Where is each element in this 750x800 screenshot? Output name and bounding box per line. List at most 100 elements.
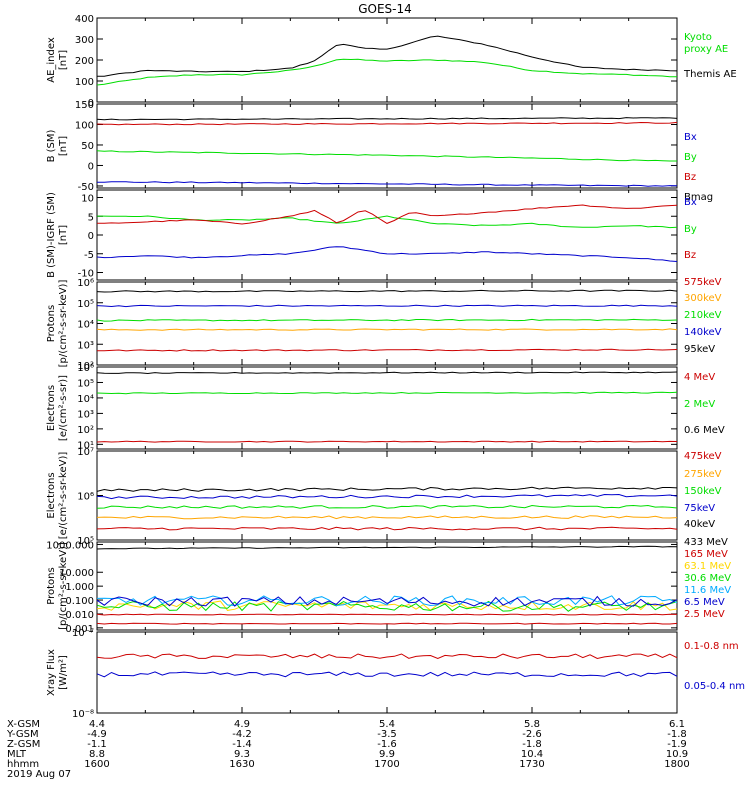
legend-label: 0.6 MeV	[684, 425, 725, 436]
series-line-bz	[96, 121, 678, 126]
y-tick-label: 10.000	[59, 568, 94, 579]
panel-7: 10⁻⁸ 10⁻⁷ Xray Flux [W/m²] 0.1-0.8 nm 0.05-0.…	[46, 628, 745, 720]
ephem-value: 4.9	[234, 719, 250, 730]
ephem-value: -4.9	[87, 729, 107, 740]
y-tick-label: 50	[81, 141, 94, 152]
ephem-value: 8.8	[89, 749, 105, 760]
y-axis-label: [nT]	[58, 50, 69, 70]
y-axis-label: [p/(cm²-s-sr-keV)]	[58, 542, 69, 630]
ephem-value: -1.9	[667, 739, 687, 750]
legend-label: By	[684, 224, 697, 235]
series-line-11-6-mev	[96, 595, 678, 607]
ephem-value: 1730	[519, 759, 544, 770]
legend-label: 95keV	[684, 344, 715, 355]
ephem-value: -1.8	[667, 729, 687, 740]
legend-label: 0.05-0.4 nm	[684, 681, 745, 692]
series-line-75kev	[96, 493, 678, 500]
y-tick-label: 300	[75, 35, 94, 46]
y-tick-label: 10⁶	[77, 492, 94, 503]
panel-frame	[96, 366, 678, 450]
y-axis-label: AE_index	[46, 37, 57, 83]
y-tick-label: 10⁵	[77, 378, 94, 389]
y-axis-label: [nT]	[58, 225, 69, 245]
panel-frame	[96, 189, 678, 281]
legend-label: 75keV	[684, 503, 715, 514]
series-line-0-6-mev	[96, 371, 678, 375]
panel-frame	[96, 17, 678, 103]
ephem-row-label: Y-GSM	[6, 729, 39, 740]
series-line-0-1-0-8-nm	[96, 653, 678, 660]
y-tick-label: -50	[78, 182, 94, 193]
legend-label: 30.6 MeV	[684, 573, 731, 584]
series-line-275kev	[96, 515, 678, 520]
ephem-value: -1.1	[87, 739, 107, 750]
y-tick-label: -10	[78, 269, 94, 280]
y-tick-label: 10⁷	[77, 447, 94, 458]
y-tick-label: 10⁶	[77, 363, 94, 374]
y-tick-label: 10³	[77, 409, 94, 420]
series-line-bz	[96, 204, 678, 225]
series-line-40kev	[96, 486, 678, 492]
legend-label: 475keV	[684, 451, 722, 462]
y-tick-label: 5	[88, 212, 94, 223]
legend-label: Bmag	[684, 192, 713, 203]
y-axis-label: Protons	[46, 567, 57, 604]
date-label: 2019 Aug 07	[7, 769, 71, 780]
ephem-row-label: hhmm	[7, 759, 39, 770]
y-axis-label: Protons	[46, 305, 57, 342]
legend-label: 210keV	[684, 310, 722, 321]
ephem-value: 10.9	[666, 749, 688, 760]
legend-label: 433 MeV	[684, 537, 728, 548]
legend-label: 2.5 MeV	[684, 609, 725, 620]
legend-label: By	[684, 152, 697, 163]
panel-frame	[96, 103, 678, 189]
legend-label: Bz	[684, 172, 696, 183]
series-line-by	[96, 150, 677, 162]
y-axis-label: [e/(cm²-s-sr)]	[58, 375, 69, 441]
y-axis-label: [e/(cm²-s-sr-keV)]	[58, 452, 69, 540]
y-tick-label: 0	[88, 231, 94, 242]
y-tick-label: 200	[75, 56, 94, 67]
y-tick-label: 150	[75, 100, 94, 111]
y-axis-label: [nT]	[58, 136, 69, 156]
legend-label: 63.1 MeV	[684, 561, 731, 572]
y-axis-label: [p/(cm²-s-sr-keV)]	[58, 280, 69, 368]
ephem-value: 6.1	[669, 719, 685, 730]
legend-label: 40keV	[684, 519, 715, 530]
chart-title: GOES-14	[358, 2, 412, 16]
series-line-140kev	[96, 304, 678, 308]
y-tick-label: 0.100	[65, 596, 94, 607]
y-tick-label: 0.001	[65, 624, 94, 635]
ephem-value: 1700	[374, 759, 399, 770]
legend-label: 6.5 MeV	[684, 597, 725, 608]
ephem-value: -1.4	[232, 739, 252, 750]
y-tick-label: 10⁵	[77, 536, 94, 547]
series-line-300kev	[96, 328, 678, 331]
series-line-0-05-0-4-nm	[96, 671, 678, 678]
series-line-by	[97, 215, 678, 229]
legend-label: 2 MeV	[684, 399, 715, 410]
legend-label: 0.1-0.8 nm	[684, 641, 739, 652]
series-line-kyoto-proxy-ae	[96, 58, 678, 86]
ephem-value: 5.8	[524, 719, 540, 730]
legend-label: Bx	[684, 132, 697, 143]
ephem-value: 9.3	[234, 749, 250, 760]
y-tick-label: 10⁴	[77, 394, 94, 405]
legend-label: 11.6 MeV	[684, 585, 731, 596]
panel-frame	[96, 281, 678, 366]
y-tick-label: 10⁻⁸	[72, 709, 94, 720]
series-line-150kev	[96, 504, 678, 509]
ephem-value: 1800	[664, 759, 689, 770]
panel-5: 10⁵ 10⁶ 10⁷ Electrons [e/(cm²-s-sr-keV)] 475k…	[46, 447, 722, 547]
legend-label: 150keV	[684, 486, 722, 497]
ephem-value: -4.2	[232, 729, 252, 740]
legend-label: Kyoto	[684, 32, 712, 43]
panel-2: -10 -5 0 5 10 B (SM)-IGRF (SM) [nT] Bx By Bz	[46, 189, 697, 281]
x-axis-ephemeris: X-GSM 4.4 4.9 5.4 5.8 6.1 Y-GSM -4.9 -4.2 -3.5 -2.…	[6, 719, 690, 780]
series-line-4-mev	[96, 440, 678, 443]
ephem-value: 9.9	[379, 749, 395, 760]
ephem-value: 1630	[229, 759, 254, 770]
y-tick-label: 100	[75, 77, 94, 88]
series-line-165-mev	[96, 622, 678, 625]
